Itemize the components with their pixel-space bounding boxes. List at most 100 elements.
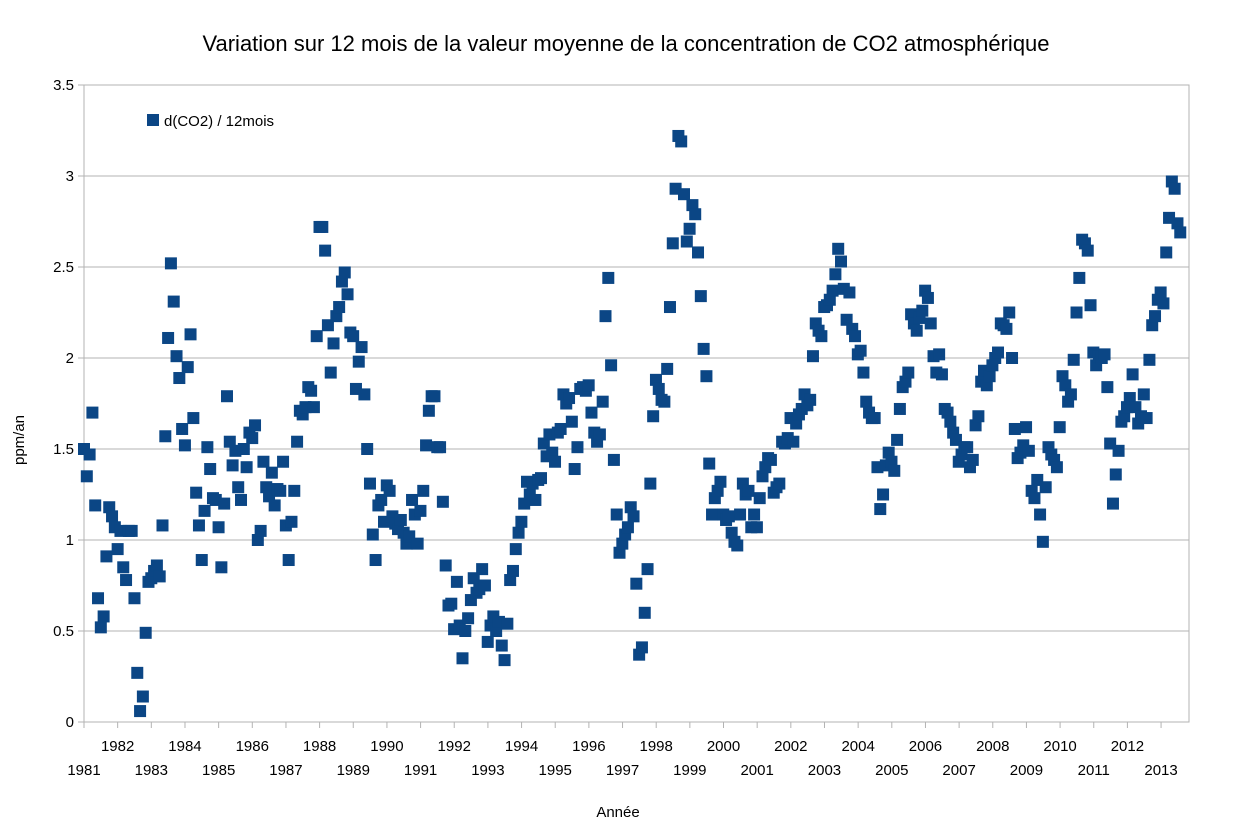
y-tick-label: 2.5 [53, 259, 74, 276]
data-point [358, 388, 371, 401]
data-point [1006, 352, 1019, 364]
data-point [661, 362, 674, 375]
data-point [840, 313, 853, 326]
data-point [910, 324, 923, 337]
data-point [128, 592, 141, 605]
data-point [868, 412, 881, 425]
data-point [537, 437, 550, 450]
data-point [933, 348, 946, 361]
data-point [506, 564, 519, 577]
data-point [649, 373, 662, 386]
data-point [857, 366, 870, 379]
data-point [921, 291, 934, 304]
x-tick-label: 1988 [303, 738, 336, 755]
data-point [554, 422, 567, 435]
data-point [125, 524, 138, 537]
y-tick-label: 3 [66, 168, 74, 185]
data-point [394, 513, 407, 526]
data-point [605, 359, 618, 372]
x-tick-label: 1986 [236, 738, 269, 755]
data-point [565, 415, 578, 428]
data-point [327, 337, 340, 350]
data-point [692, 246, 705, 259]
y-tick-label: 0 [66, 714, 74, 731]
x-tick-label: 1999 [673, 762, 706, 779]
x-tick-label: 2003 [808, 762, 841, 779]
x-tick-label: 2009 [1010, 762, 1043, 779]
legend: d(CO2) / 12mois [147, 113, 274, 130]
data-point [694, 290, 707, 303]
x-axis-ticks: 1982 1984 1986 1988 1990 1992 1994 1996 1998 2000… [67, 722, 1178, 779]
data-point [150, 559, 163, 572]
data-point [347, 330, 360, 343]
data-point [610, 508, 623, 521]
data-point [103, 501, 116, 514]
data-point [89, 499, 102, 512]
data-point [192, 519, 205, 532]
data-point [773, 477, 786, 490]
data-point [134, 705, 147, 718]
data-point [902, 366, 915, 379]
data-point [106, 510, 119, 523]
data-point [462, 612, 475, 625]
data-point [249, 419, 262, 432]
x-tick-label: 2004 [841, 738, 874, 755]
data-point [677, 188, 690, 201]
data-point [1073, 271, 1086, 284]
data-point [593, 428, 606, 441]
data-point [321, 319, 334, 332]
data-point [386, 510, 399, 523]
data-point [546, 446, 559, 459]
data-point [1143, 353, 1156, 366]
data-point [742, 484, 755, 497]
data-point [131, 666, 144, 679]
data-point [624, 501, 637, 514]
data-point [972, 410, 985, 423]
data-point [627, 510, 640, 523]
data-point [891, 433, 904, 446]
data-point [860, 395, 873, 408]
data-point [703, 457, 716, 470]
data-point [644, 477, 657, 490]
data-point [607, 453, 620, 466]
data-point [173, 372, 186, 385]
data-point [1109, 468, 1122, 481]
data-point [874, 503, 887, 516]
data-point [285, 515, 298, 528]
data-point [330, 310, 343, 323]
data-point [83, 448, 96, 461]
data-point [1084, 299, 1097, 312]
data-point [888, 464, 901, 477]
x-tick-label: 1993 [471, 762, 504, 779]
data-point [375, 493, 388, 506]
data-point [1070, 306, 1083, 319]
x-tick-label: 1994 [505, 738, 538, 755]
x-tick-label: 2013 [1144, 762, 1177, 779]
data-point [621, 521, 634, 534]
data-point [843, 286, 856, 299]
data-point [490, 625, 503, 637]
data-point [478, 579, 491, 592]
y-tick-label: 2 [66, 350, 74, 367]
data-point [885, 455, 898, 468]
data-point [1036, 535, 1049, 548]
x-tick-label: 1990 [370, 738, 403, 755]
data-point [120, 574, 133, 587]
data-point [257, 455, 270, 468]
data-point [916, 304, 929, 317]
data-point [941, 406, 954, 419]
legend-marker [147, 114, 159, 126]
data-point [159, 430, 172, 443]
data-point [1118, 410, 1131, 423]
y-tick-label: 1.5 [53, 441, 74, 458]
data-point [823, 293, 836, 306]
data-point [445, 597, 458, 610]
data-point [804, 393, 817, 406]
data-point [1020, 421, 1033, 434]
data-point [1137, 388, 1150, 401]
data-point [265, 466, 278, 479]
data-point [663, 301, 676, 314]
x-tick-label: 1998 [640, 738, 673, 755]
data-point [414, 504, 427, 517]
